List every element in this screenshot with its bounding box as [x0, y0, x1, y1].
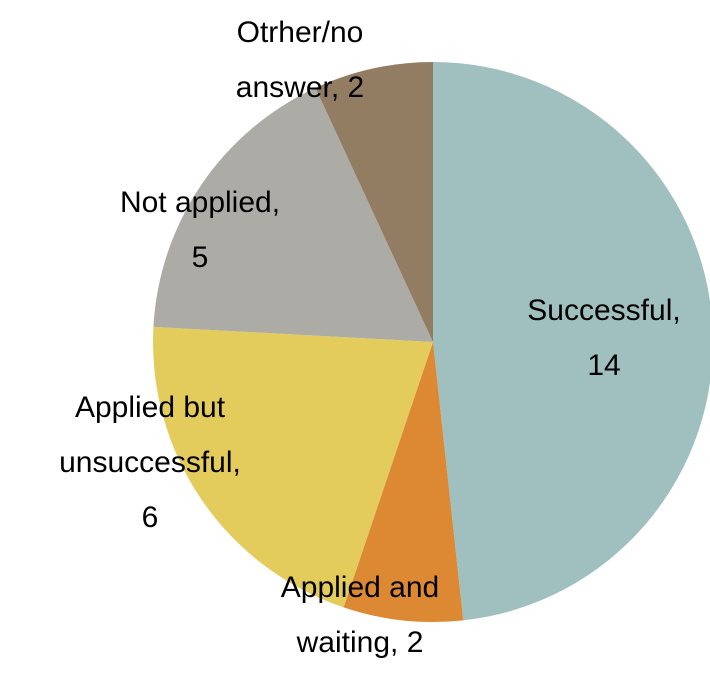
- pie-slice: [315, 62, 433, 342]
- label-value: 2: [406, 626, 424, 659]
- data-label: Applied and waiting, 2: [260, 560, 460, 670]
- pie-slice: [433, 62, 710, 621]
- label-category: Applied and waiting,: [280, 571, 440, 659]
- label-value: 6: [141, 501, 159, 534]
- pie-slice: [343, 342, 464, 622]
- label-value: 2: [347, 71, 365, 104]
- data-label: Not applied, 5: [110, 175, 290, 285]
- label-category: Not applied,: [119, 186, 281, 219]
- pie-slice: [153, 87, 433, 343]
- data-label: Applied but unsuccessful, 6: [55, 380, 245, 545]
- label-category: Applied but unsuccessful,: [59, 391, 241, 479]
- data-label: Successful, 14: [517, 283, 692, 393]
- label-category: Otrher/no answer,: [235, 16, 364, 104]
- label-value: 5: [191, 241, 209, 274]
- data-label: Otrher/no answer, 2: [200, 5, 400, 115]
- pie-slice: [153, 326, 433, 608]
- label-value: 14: [587, 349, 621, 382]
- label-category: Successful,: [527, 294, 681, 327]
